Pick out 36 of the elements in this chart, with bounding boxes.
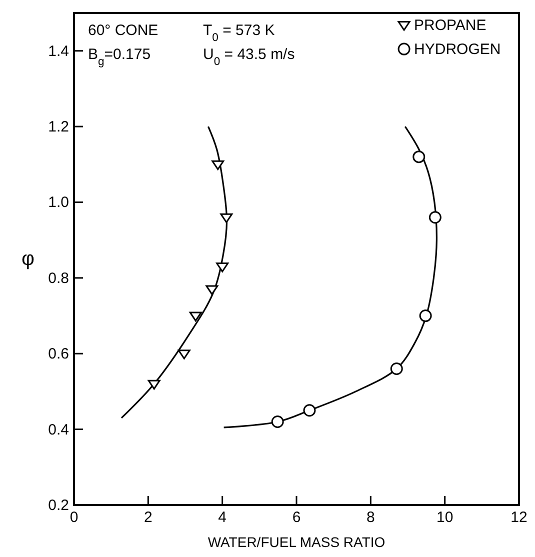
x-tick-label: 12 <box>510 509 528 526</box>
point <box>212 160 224 170</box>
y-tick-label: 0.6 <box>48 346 69 363</box>
point <box>271 415 284 428</box>
legend-label: HYDROGEN <box>414 41 501 58</box>
point <box>419 310 432 322</box>
point <box>189 312 202 322</box>
point <box>206 285 218 295</box>
legend-label: PROPANE <box>414 17 486 34</box>
x-tick-label: 2 <box>144 509 152 526</box>
point <box>412 150 426 164</box>
point <box>148 380 160 390</box>
x-tick-label: 8 <box>366 509 375 526</box>
x-tick-label: 4 <box>218 509 227 526</box>
x-tick-label: 0 <box>70 509 78 526</box>
x-axis-title: WATER/FUEL MASS RATIO <box>208 534 386 550</box>
y-axis-title: φ <box>22 248 35 270</box>
annotation: 60° CONE <box>88 22 158 39</box>
x-tick-label: 6 <box>292 509 301 526</box>
annotation: U$_{0}$ = 43.5 m/s <box>203 46 295 68</box>
point <box>178 350 190 360</box>
line-series <box>223 126 438 428</box>
point <box>216 262 229 272</box>
x-tick-label: 10 <box>436 509 454 526</box>
y-tick-label: 1.0 <box>48 194 69 212</box>
y-tick-label: 0.2 <box>48 497 69 514</box>
point <box>303 404 316 417</box>
annotation: T$_{0}$ = 573 K <box>203 22 275 44</box>
point <box>390 362 403 376</box>
y-tick-label: 0.4 <box>48 421 69 438</box>
point <box>428 211 442 224</box>
y-tick-label: 1.4 <box>48 42 69 60</box>
point <box>220 213 233 224</box>
y-tick-label: 1.2 <box>48 118 69 136</box>
y-tick-label: 0.8 <box>48 270 69 287</box>
annotation: B$_{g}$=0.175 <box>88 46 151 68</box>
